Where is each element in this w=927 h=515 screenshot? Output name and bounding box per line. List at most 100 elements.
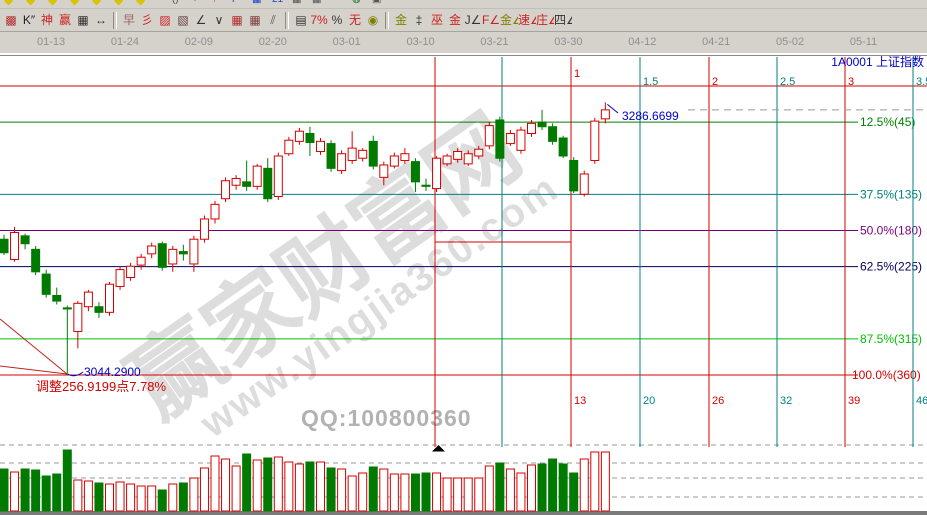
volume-bar [294, 463, 304, 512]
volume-bar [358, 472, 368, 512]
top-row-diamond-icon[interactable]: ◆ [4, 0, 14, 7]
volume-bar [305, 461, 315, 512]
top-row-tool-icon[interactable]: ▦ [252, 0, 261, 7]
candle-body [199, 218, 209, 240]
date-label: 04-12 [628, 36, 657, 48]
top-row-diamond-icon[interactable]: ◆ [114, 0, 124, 7]
date-label: 05-02 [776, 36, 805, 48]
candle-body [326, 143, 336, 169]
zhuang-angle-icon[interactable]: 庄∠ [536, 13, 554, 27]
parallel-lines-icon[interactable]: ⫽ [270, 13, 276, 27]
volume-bar [221, 458, 231, 512]
percent-icon[interactable]: % [331, 13, 343, 27]
volume-bar [252, 459, 262, 512]
top-row-tool-icon[interactable]: ◍ [352, 0, 361, 7]
top-row-tool-icon[interactable]: 21 [272, 0, 283, 7]
volume-bar [558, 463, 568, 512]
volume-bar [41, 475, 51, 512]
candle-body [31, 248, 41, 273]
red-grid2-icon[interactable]: ▦ [249, 13, 261, 27]
volume-bar [316, 461, 325, 512]
candle-body [600, 109, 610, 120]
gann-fan-icon[interactable]: 彡 [140, 13, 153, 27]
gann-fan-line [0, 365, 68, 375]
gann-grid-icon[interactable]: ▧ [177, 13, 189, 27]
volume-bar [600, 451, 610, 512]
shen-tool-icon[interactable]: 神 [40, 13, 53, 27]
top-row-tool-icon[interactable]: P [232, 0, 239, 7]
f-angle-icon[interactable]: F∠ [482, 13, 500, 27]
top-row-tool-icon[interactable]: ▦ [292, 0, 301, 7]
candle-body [94, 306, 104, 313]
grid-target-icon[interactable]: ▩ [5, 13, 17, 27]
volume-bar [463, 477, 473, 512]
candle-body [105, 283, 114, 313]
wu-line-icon[interactable]: 无 [348, 13, 361, 27]
top-row-tool-icon[interactable]: ▪ [332, 0, 336, 7]
volume-bar [548, 458, 558, 512]
volume-bar [178, 482, 188, 512]
top-row-diamond-icon[interactable]: ◆ [26, 0, 36, 7]
cycle-top-label: 3 [848, 76, 854, 88]
gold-lines-icon[interactable]: 金 [394, 13, 407, 27]
top-row-diamond-icon[interactable]: ◆ [92, 0, 102, 7]
volume-bar [31, 469, 41, 512]
bottom-strip [0, 511, 927, 515]
measure-width-icon[interactable]: ↔ [95, 13, 107, 27]
speed-angle-icon[interactable]: 速∠ [518, 13, 536, 27]
zigzag-icon[interactable]: ∨ [214, 13, 224, 27]
candle-body [231, 177, 241, 186]
candle-body [516, 129, 526, 151]
gold-circle-icon[interactable]: ◉ [367, 13, 379, 27]
date-label: 01-13 [37, 36, 66, 48]
candle-body [284, 139, 294, 155]
volume-bar [284, 461, 294, 512]
stats-bars-icon[interactable]: ▤ [295, 13, 307, 27]
four-angle-icon[interactable]: 四∠ [554, 13, 572, 27]
volume-bar [400, 473, 410, 512]
top-row-tool-icon[interactable]: + [192, 0, 198, 7]
kline-icon[interactable]: K″ [22, 13, 36, 27]
gann-box-icon[interactable]: ▨ [159, 13, 171, 27]
angle-line-icon[interactable]: ∠ [195, 13, 207, 27]
gann-fan-line [0, 318, 68, 375]
pin-tool-icon[interactable]: ‡ [415, 13, 423, 27]
date-label: 01-24 [110, 36, 140, 48]
retracement-label: 100.0%(360) [852, 368, 921, 382]
top-row-tool-icon[interactable]: () [172, 0, 179, 7]
ying-tool-icon[interactable]: 赢 [58, 13, 71, 27]
candle-body [20, 235, 30, 245]
chart-area[interactable]: 赢家财富网 www.yingjia360.com QQ:100800360 12… [0, 53, 927, 515]
candle-body [41, 273, 51, 295]
top-row-diamond-icon[interactable]: ◆ [70, 0, 80, 7]
cycle-bottom-label: 39 [848, 395, 860, 407]
volume-bar [368, 466, 378, 512]
gold-red-icon[interactable]: 金 [448, 13, 461, 27]
volume-bar [126, 483, 136, 512]
j-angle-icon[interactable]: J∠ [464, 13, 482, 27]
top-row-tool-icon[interactable]: ▣ [372, 0, 381, 7]
candle-body [537, 121, 547, 128]
window-tool-icon[interactable]: 早 [122, 13, 135, 27]
top-row-tool-icon[interactable]: ▦ [312, 0, 321, 7]
seven-percent-icon[interactable]: 7% [310, 13, 328, 27]
top-row-tool-icon[interactable]: ⚑ [212, 0, 221, 7]
top-row-diamond-icon[interactable]: ◆ [136, 0, 146, 7]
toolbar-row-top: ◆ ◆ ◆ ◆ ◆ ◆ ◆ () + ⚑ P ▦ 21 ▦ ▦ ▪ ◍ ▣ [0, 0, 927, 9]
volume-bar [516, 472, 526, 512]
price-volume-canvas[interactable]: 12.5%(45) 37.5%(135) 50.0%(180) 62.5%(225) 8… [0, 53, 927, 515]
top-row-diamond-icon[interactable]: ◆ [48, 0, 58, 7]
volume-bar [505, 468, 515, 512]
wizard-tool-icon[interactable]: 巫 [430, 13, 443, 27]
red-grid-icon[interactable]: ▦ [231, 13, 243, 27]
gold-angle-icon[interactable]: 金∠ [500, 13, 518, 27]
candle-body [157, 243, 167, 268]
volume-bar [410, 473, 420, 512]
candle-body [73, 302, 83, 332]
candle-body [10, 231, 20, 260]
candle-body [453, 150, 463, 160]
grid-123-icon[interactable]: ▦ [77, 13, 89, 27]
toolbar-row-main: ▩ K″ 神赢 ▦ ↔ 早彡 ▨ ▧ ∠ ∨ ▦ ▦ ⫽ ▤ 7%% 无 ◉ 金 ‡ 巫金 J∠ F∠ 金∠ 速∠ 庄∠ 四∠ [0, 9, 927, 31]
cycle-bottom-label: 20 [643, 395, 655, 407]
candle-body [52, 294, 62, 302]
